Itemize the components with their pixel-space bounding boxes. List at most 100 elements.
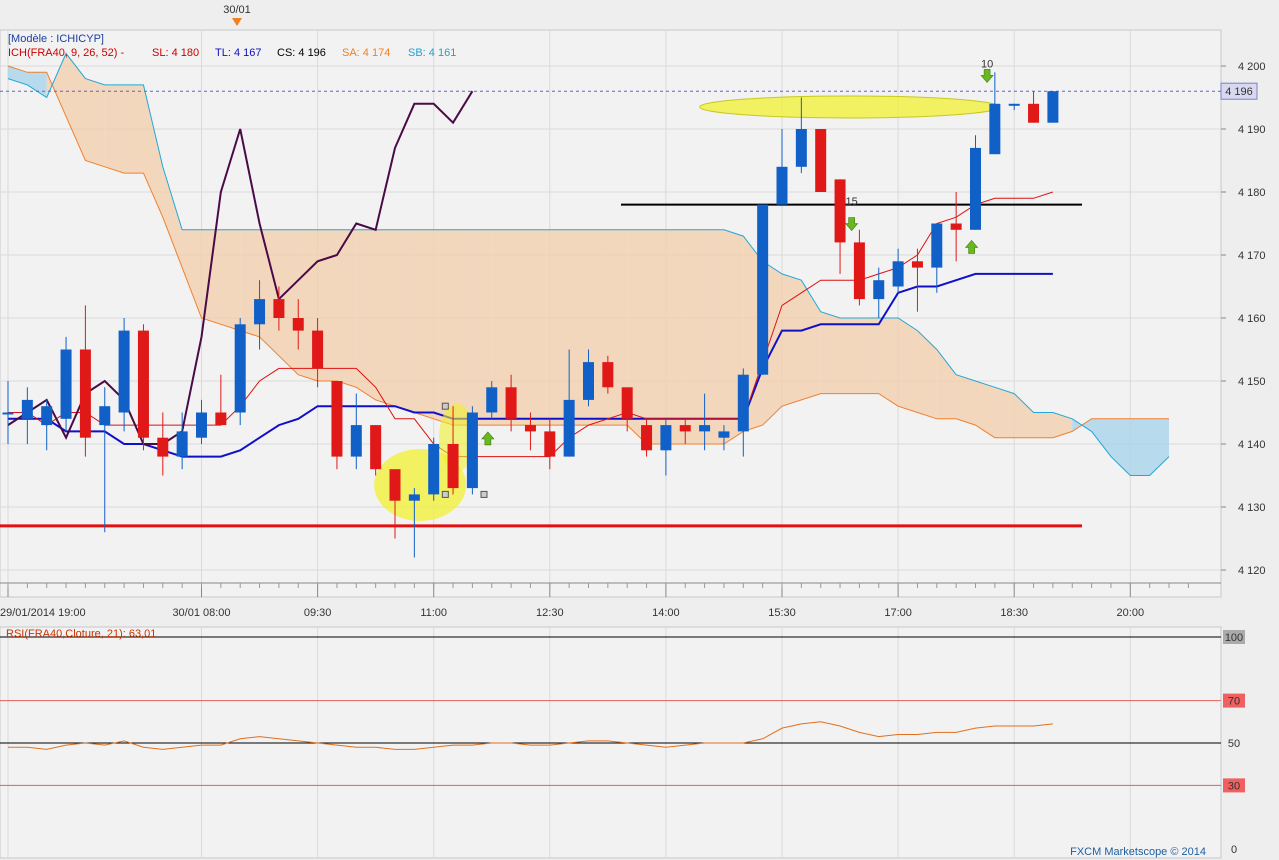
candle — [273, 286, 285, 331]
candle-body — [118, 330, 130, 413]
y-tick-label: 4 200 — [1238, 61, 1266, 73]
axes: 4 200 4 190 4 180 4 170 4 160 4 150 4 140 4 130… — [0, 61, 1266, 619]
annotation-count-mid: 15 — [846, 196, 858, 208]
candle — [79, 305, 91, 457]
selection-handle — [441, 490, 449, 498]
x-tick-label: 15:30 — [768, 607, 796, 619]
candle — [815, 129, 827, 192]
candle — [757, 204, 769, 375]
candle-body — [428, 444, 440, 495]
candle — [699, 393, 711, 451]
rsi-tick-label: 100 — [1225, 632, 1243, 644]
x-tick-label: 29/01/2014 19:00 — [0, 607, 86, 619]
cloud-segment — [801, 280, 821, 400]
candle — [970, 135, 981, 230]
candle — [466, 406, 478, 495]
cloud-segment — [433, 229, 454, 426]
cloud-segment — [530, 229, 550, 426]
candle-body — [137, 330, 149, 438]
candle-body — [699, 425, 711, 432]
candle — [157, 412, 169, 476]
legend-ich: ICH(FRA40, 9, 26, 52) - — [8, 47, 124, 59]
date-marker-triangle-icon — [232, 18, 242, 26]
x-tick-label: 30/01 08:00 — [172, 607, 230, 619]
candle-body — [41, 406, 53, 426]
cloud-segment — [917, 330, 937, 419]
candle-body — [931, 223, 943, 268]
highlight-annotations: 10 15 — [374, 58, 1001, 521]
cloud-segment — [549, 229, 570, 426]
cloud-segment — [936, 349, 957, 419]
candle — [931, 223, 943, 293]
y-tick-label: 4 120 — [1238, 565, 1266, 577]
cloud-segment — [704, 229, 724, 444]
candle — [989, 72, 1001, 155]
rsi-tick-label: 30 — [1228, 780, 1240, 792]
x-tick-label: 11:00 — [420, 607, 447, 619]
cloud-segment — [975, 381, 995, 438]
candle-body — [795, 129, 807, 167]
candle-body — [312, 330, 324, 369]
legend-sb: SB: 4 161 — [408, 47, 456, 59]
x-tick-label: 17:00 — [884, 607, 912, 619]
candle-body — [834, 179, 846, 243]
legend-tl: TL: 4 167 — [215, 47, 261, 59]
rsi-legend: RSI(FRA40,Cloture, 21): 63,01 — [6, 628, 156, 640]
cloud-segment — [511, 229, 531, 426]
cloud-segment — [994, 387, 1015, 438]
rsi-tick-label: 70 — [1228, 696, 1240, 708]
cloud-segment — [104, 84, 125, 174]
candle-body — [621, 387, 633, 419]
candle-body — [892, 261, 904, 287]
candle-body — [99, 406, 111, 426]
candle — [99, 387, 111, 533]
cloud-segment — [1033, 412, 1053, 438]
signal-arrow-down-icon — [980, 69, 994, 83]
cloud-segment — [898, 318, 918, 413]
y-tick-label: 4 190 — [1238, 124, 1266, 136]
candle — [118, 318, 130, 432]
legend-sa: SA: 4 174 — [342, 47, 390, 59]
cloud-segment — [665, 229, 686, 444]
candle-body — [21, 399, 33, 419]
selection-handle — [480, 490, 488, 498]
rsi-tick-label: 0 — [1231, 844, 1237, 856]
signal-arrow-up-icon — [481, 431, 495, 446]
candle-body — [950, 223, 962, 230]
last-price-label: 4 196 — [1225, 86, 1253, 98]
senkou-span-b-line — [7, 52, 1170, 476]
cloud-segment — [182, 229, 202, 318]
candle — [718, 425, 730, 451]
candle — [950, 192, 962, 262]
candle — [234, 318, 246, 426]
cloud-segment — [1014, 393, 1034, 438]
y-tick-label: 4 130 — [1238, 502, 1266, 514]
candle-body — [505, 387, 517, 419]
signal-arrow-up-icon — [964, 239, 979, 254]
candle-body — [370, 425, 382, 470]
candle-body — [486, 387, 498, 413]
legend-model: [Modèle : ICHICYP] — [8, 33, 104, 45]
candle — [1028, 91, 1040, 123]
candle-body — [544, 431, 556, 457]
candle-body — [911, 261, 923, 268]
x-tick-label: 18:30 — [1000, 607, 1028, 619]
rsi-tick-badge — [1223, 630, 1245, 644]
candle — [447, 406, 459, 495]
candle — [196, 399, 207, 444]
cloud-segment — [956, 374, 976, 426]
candle-body — [466, 412, 478, 489]
candle-body — [563, 399, 575, 457]
candle-body — [989, 103, 1001, 155]
candle-body — [718, 431, 730, 438]
cloud-segment — [162, 166, 183, 268]
candle-body — [776, 166, 788, 205]
candle — [602, 355, 614, 394]
cloud-segment — [66, 53, 86, 161]
candle-body — [583, 362, 594, 400]
rsi-panel: 100 70 50 30 0 — [0, 630, 1245, 856]
candle-body — [524, 425, 536, 432]
candle — [679, 418, 691, 444]
watermark: FXCM Marketscope © 2014 — [1070, 846, 1206, 858]
